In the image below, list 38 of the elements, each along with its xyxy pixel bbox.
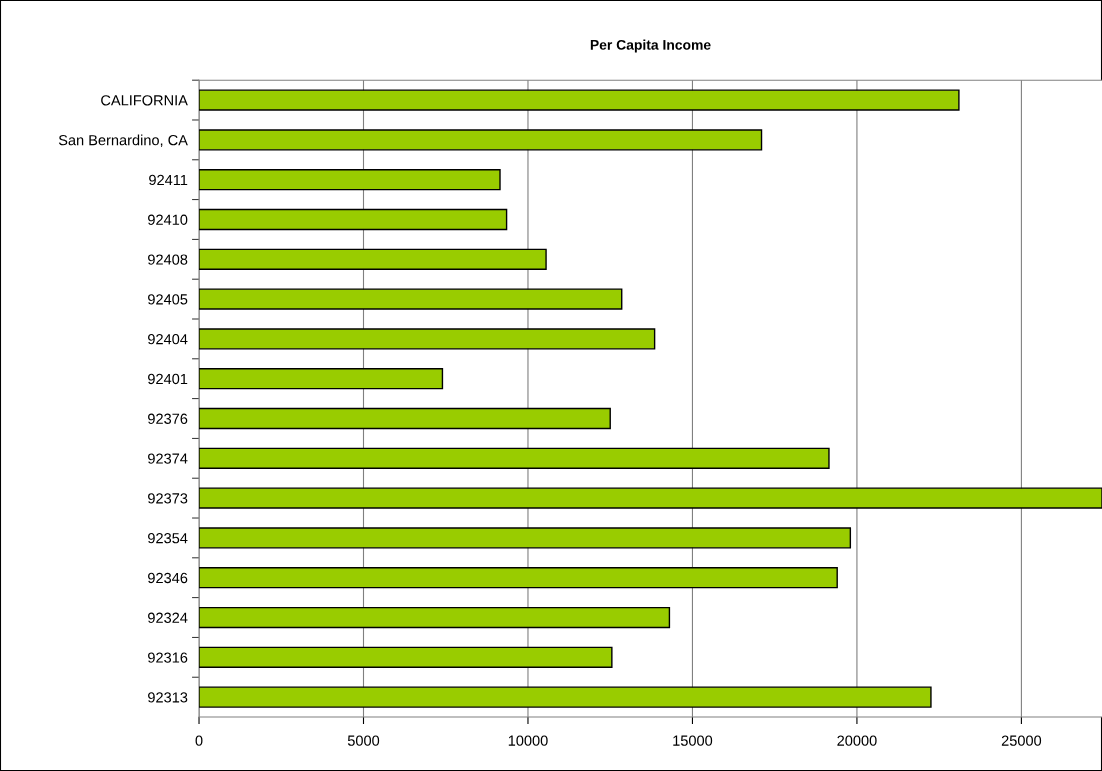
y-tick-label: 92376 (148, 413, 188, 424)
bar (199, 288, 623, 310)
chart-title: Per Capita Income (590, 39, 711, 53)
y-tick-label: 92408 (148, 254, 188, 265)
y-tick-label: 92410 (148, 214, 188, 225)
bar (199, 606, 671, 629)
y-tick-label: 92374 (148, 453, 188, 464)
bar (199, 407, 611, 430)
bar (199, 686, 932, 708)
y-tick-label: 92313 (148, 692, 188, 703)
bar (199, 248, 547, 270)
y-tick-label: 92324 (148, 612, 188, 623)
bar (199, 208, 508, 231)
bar (199, 447, 830, 469)
y-tick-label: CALIFORNIA (101, 95, 188, 106)
x-tick-label: 20000 (837, 735, 877, 746)
bar (199, 129, 763, 151)
bar (199, 89, 960, 111)
x-tick-label: 10000 (508, 735, 548, 746)
x-tick-label: 0 (195, 735, 203, 746)
y-tick-label: 92354 (148, 533, 188, 544)
bar (199, 368, 444, 390)
bar (199, 527, 852, 549)
x-tick-label: 15000 (673, 735, 713, 746)
x-tick-label: 5000 (347, 735, 380, 746)
bar (199, 567, 838, 589)
bar (199, 646, 613, 668)
y-tick-label: 92404 (148, 334, 188, 345)
bar (199, 328, 656, 350)
x-tick-label: 25000 (1001, 735, 1042, 746)
y-tick-label: 92373 (148, 493, 188, 504)
y-tick-label: 92316 (148, 652, 188, 663)
y-tick-label: 92405 (148, 294, 188, 305)
y-tick-label: 92401 (148, 373, 188, 385)
y-tick-label: 92411 (149, 174, 188, 186)
y-tick-label: San Bernardino, CA (58, 134, 188, 148)
y-tick-label: 92346 (148, 572, 188, 584)
bar (199, 169, 501, 191)
